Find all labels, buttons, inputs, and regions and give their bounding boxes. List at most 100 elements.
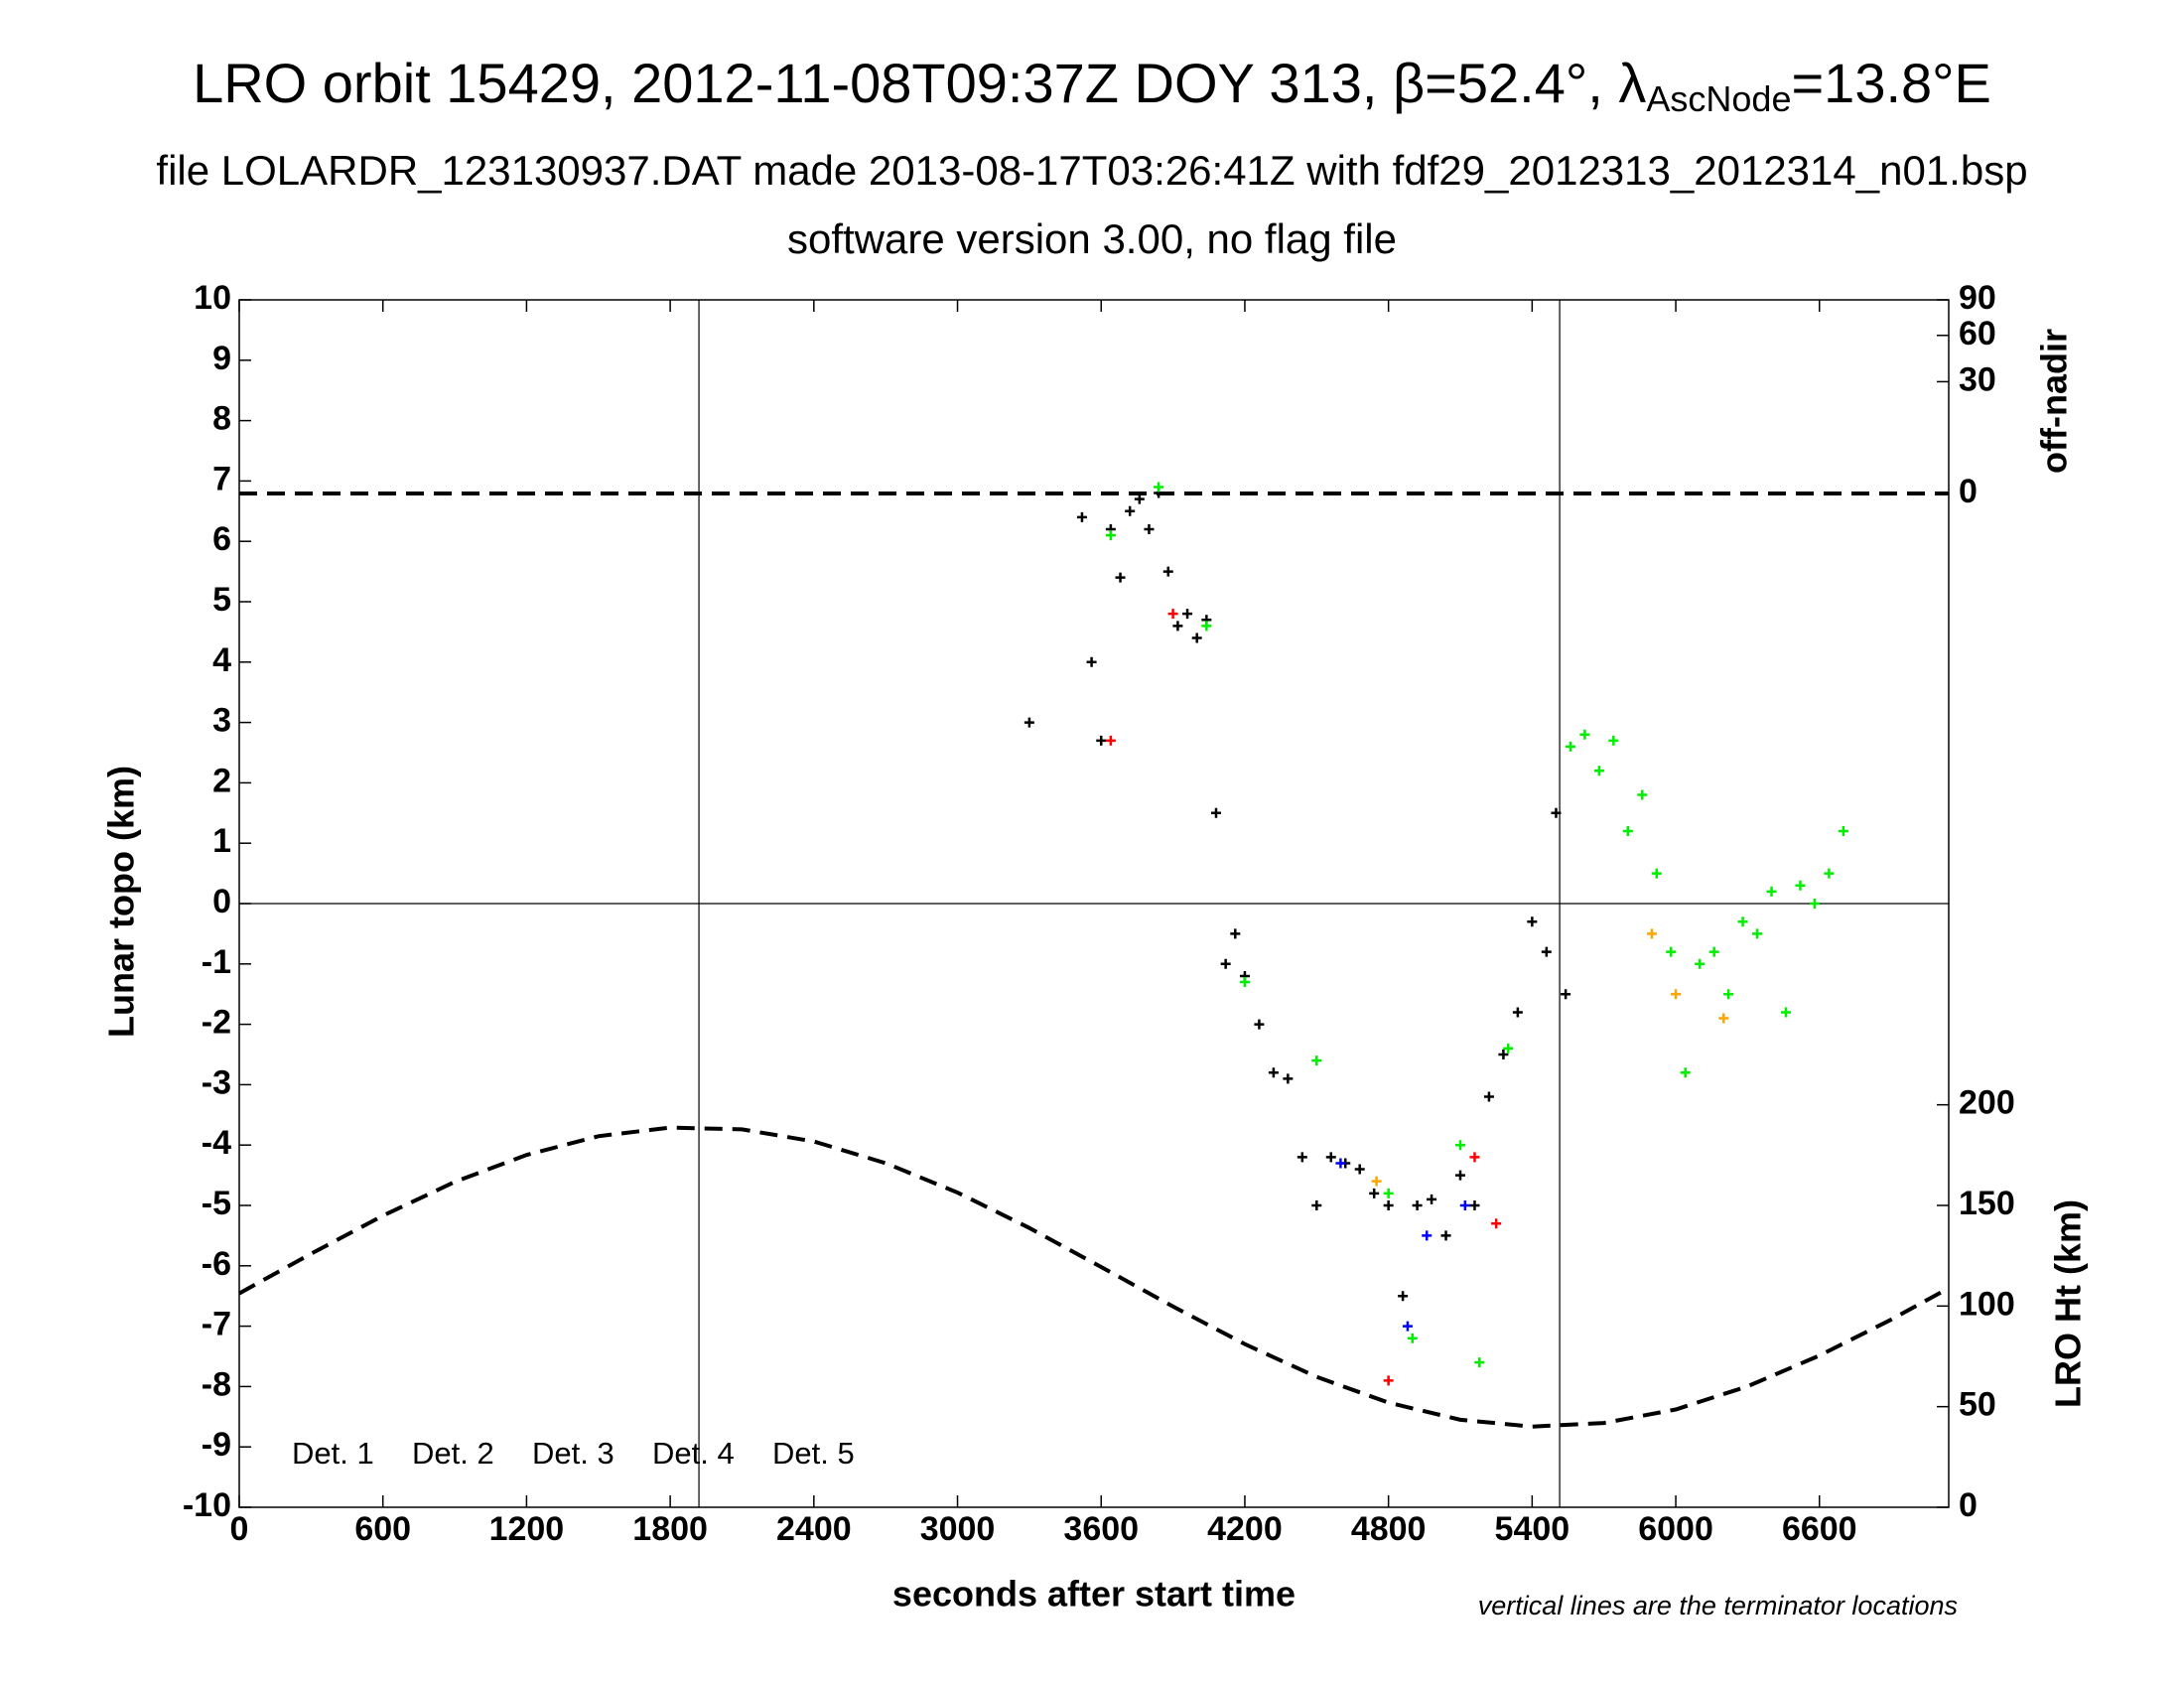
x-tick-label: 600	[354, 1510, 411, 1548]
data-point	[1718, 1013, 1729, 1024]
data-point	[1162, 566, 1173, 577]
y3-axis-label: off-nadir	[2034, 329, 2075, 474]
data-point	[1593, 766, 1604, 776]
data-point	[1455, 1140, 1465, 1151]
height-line	[238, 1125, 1950, 1429]
x-tick-label: 0	[230, 1510, 249, 1548]
y-tick-label: -5	[202, 1185, 231, 1222]
y-tick-label: -4	[202, 1124, 231, 1162]
x-tick-label: 1200	[489, 1510, 565, 1548]
data-point	[1809, 899, 1820, 909]
data-point	[1311, 1200, 1322, 1210]
y-tick-label: -2	[202, 1004, 231, 1042]
data-point	[1086, 656, 1097, 667]
y-tick-label: 9	[212, 340, 231, 377]
y-tick-label: 6	[212, 520, 231, 558]
data-point	[1561, 989, 1571, 1000]
legend-entry: Det. 4	[652, 1436, 735, 1471]
y3-tick-label: 0	[1959, 473, 1978, 510]
data-point	[1766, 886, 1777, 897]
data-point	[1455, 1170, 1465, 1181]
y-tick-label: 2	[212, 762, 231, 799]
title-main: LRO orbit 15429, 2012-11-08T09:37Z DOY 3…	[193, 52, 1646, 114]
data-point	[1795, 880, 1806, 891]
x-tick-label: 1800	[632, 1510, 708, 1548]
data-point	[1167, 609, 1178, 620]
x-tick-label: 3600	[1063, 1510, 1139, 1548]
data-point	[1708, 946, 1719, 957]
data-point	[1398, 1291, 1409, 1302]
data-point	[1144, 524, 1155, 535]
data-point	[1076, 511, 1087, 522]
data-point	[1440, 1230, 1451, 1241]
data-point	[1115, 572, 1126, 583]
data-point	[1781, 1007, 1791, 1018]
x-tick-label: 6600	[1782, 1510, 1857, 1548]
data-point	[1211, 807, 1221, 818]
data-point	[1191, 633, 1202, 643]
y-tick-label: -8	[202, 1365, 231, 1403]
data-point	[1671, 989, 1682, 1000]
chart-title: LRO orbit 15429, 2012-11-08T09:37Z DOY 3…	[193, 52, 1991, 119]
data-point	[1412, 1200, 1423, 1210]
data-point	[1680, 1067, 1691, 1078]
y2-tick-label: 0	[1959, 1486, 1978, 1524]
y2-tick-label: 100	[1959, 1285, 2015, 1323]
x-tick-label: 6000	[1638, 1510, 1713, 1548]
y-tick-label: -6	[202, 1245, 231, 1283]
data-point	[1498, 1050, 1509, 1059]
y-tick-label: 0	[212, 883, 231, 920]
data-point	[1474, 1357, 1485, 1368]
y2-tick-label: 150	[1959, 1185, 2015, 1222]
data-point	[1666, 946, 1677, 957]
data-point	[1354, 1164, 1365, 1175]
data-point	[1096, 735, 1107, 746]
data-point	[1459, 1200, 1470, 1210]
data-point	[1737, 916, 1748, 927]
data-point	[1254, 1019, 1265, 1030]
y-tick-label: 10	[194, 279, 231, 317]
y-tick-label: 3	[212, 702, 231, 740]
y3-tick-label: 60	[1959, 315, 1996, 352]
data-point	[1125, 505, 1136, 516]
data-point	[1201, 621, 1212, 632]
data-point	[1024, 717, 1034, 728]
x-axis-label: seconds after start time	[892, 1574, 1296, 1615]
legend-entry: Det. 3	[532, 1436, 614, 1471]
data-point	[1483, 1091, 1494, 1102]
data-point	[1383, 1200, 1394, 1210]
data-point	[1182, 609, 1193, 620]
y-tick-label: -3	[202, 1063, 231, 1101]
y2-axis-label: LRO Ht (km)	[2048, 1199, 2089, 1408]
data-point	[1422, 1230, 1433, 1241]
title-subscript: AscNode	[1646, 78, 1791, 119]
data-point	[1503, 1043, 1514, 1054]
x-tick-label: 5400	[1495, 1510, 1570, 1548]
x-tick-label: 2400	[776, 1510, 852, 1548]
data-point	[1283, 1073, 1294, 1084]
y3-tick-label: 90	[1959, 279, 1996, 317]
y3-tick-label: 30	[1959, 360, 1996, 398]
data-point	[1239, 977, 1250, 988]
data-point	[1622, 826, 1633, 837]
data-point	[1325, 1152, 1336, 1163]
y-tick-label: 1	[212, 822, 231, 860]
y-tick-label: 8	[212, 400, 231, 438]
data-point	[1105, 735, 1116, 746]
y2-tick-label: 200	[1959, 1084, 2015, 1122]
legend-entry: Det. 2	[412, 1436, 494, 1471]
data-point	[1723, 989, 1734, 1000]
data-point	[1824, 868, 1835, 879]
data-point	[1230, 928, 1241, 939]
y-tick-label: 7	[212, 460, 231, 497]
data-point	[1752, 928, 1763, 939]
data-point	[1565, 741, 1575, 752]
x-tick-label: 3000	[920, 1510, 996, 1548]
data-point	[1383, 1375, 1394, 1386]
legend-entry: Det. 1	[292, 1436, 374, 1471]
note: vertical lines are the terminator locati…	[1478, 1591, 1958, 1620]
data-point	[1695, 958, 1706, 969]
y-tick-label: 4	[212, 641, 231, 679]
data-point	[1427, 1194, 1437, 1204]
